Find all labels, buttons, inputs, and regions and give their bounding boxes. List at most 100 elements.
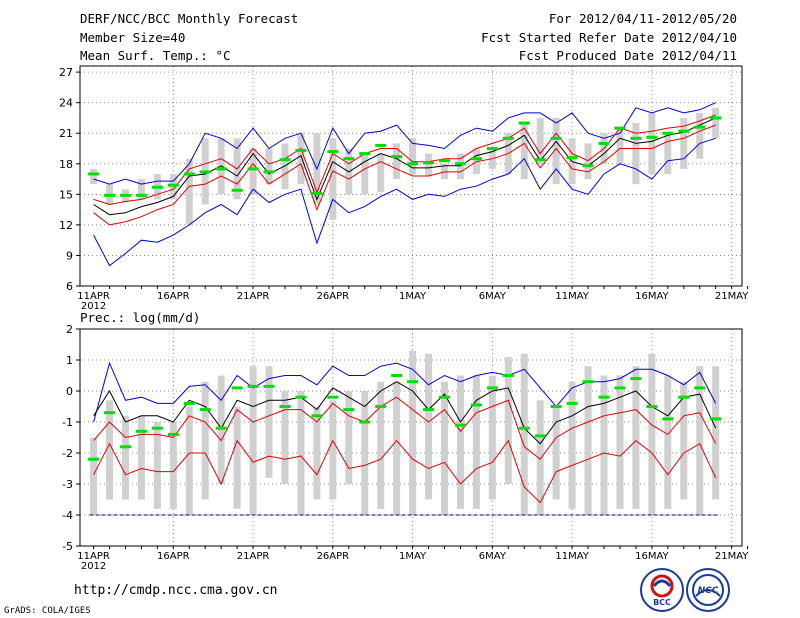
spread-bar <box>361 391 369 515</box>
x-tick-label: 21APR <box>237 291 270 302</box>
series-lower-line <box>93 439 717 504</box>
green-marker <box>502 374 514 377</box>
green-marker <box>151 185 163 189</box>
green-marker <box>215 426 227 430</box>
green-marker <box>359 420 371 424</box>
green-marker <box>167 432 179 436</box>
green-marker <box>502 136 514 140</box>
x-tick-label: 21APR <box>237 551 270 562</box>
spread-bar <box>329 138 337 220</box>
spread-bar <box>648 112 656 174</box>
green-marker <box>407 162 419 166</box>
spread-bar <box>137 415 145 500</box>
y-tick-label: 0 <box>66 385 73 398</box>
spread-bar <box>185 158 193 225</box>
grads-credit: GrADS: COLA/IGES <box>4 606 91 616</box>
green-marker <box>582 164 594 168</box>
spread-bar <box>632 123 640 185</box>
spread-bar <box>281 391 289 484</box>
green-marker <box>279 405 291 408</box>
spread-bar <box>680 117 688 169</box>
plot-frame <box>79 65 743 287</box>
spread-bar <box>664 133 672 174</box>
green-marker <box>646 135 658 139</box>
green-marker <box>119 193 131 197</box>
green-marker <box>343 408 355 412</box>
spread-bar <box>409 138 417 174</box>
x-tick-sublabel: 2012 <box>81 301 106 312</box>
spread-bar <box>249 148 257 195</box>
green-marker <box>375 405 387 408</box>
series-lower-line <box>93 124 716 226</box>
green-marker <box>88 172 100 176</box>
spread-bar <box>169 422 177 509</box>
green-marker <box>662 131 674 135</box>
spread-bar <box>648 353 656 515</box>
series-max-line <box>93 361 717 423</box>
spread-bar <box>90 168 98 185</box>
y-tick-label: 2 <box>66 323 73 336</box>
green-marker <box>199 408 211 412</box>
green-marker <box>550 136 562 140</box>
green-marker <box>263 170 275 174</box>
spread-bar <box>121 415 129 500</box>
spread-bar <box>616 375 624 509</box>
footer-url[interactable]: http://cmdp.ncc.cma.gov.cn <box>74 583 278 598</box>
green-marker <box>614 386 626 390</box>
spread-bar <box>217 375 225 484</box>
green-marker <box>375 143 387 147</box>
x-tick-label: 26APR <box>317 551 350 562</box>
x-tick-label: 26APR <box>317 291 350 302</box>
green-marker <box>279 158 291 162</box>
x-tick-label: 21MAY <box>715 551 749 562</box>
bcc-logo-text: BCC <box>653 598 671 607</box>
y-tick-label: 18 <box>59 158 73 171</box>
green-marker <box>646 405 658 408</box>
green-marker <box>566 156 578 160</box>
series-mean-line <box>93 381 717 445</box>
spread-bar <box>201 381 209 500</box>
green-marker <box>630 136 642 140</box>
green-marker <box>391 374 403 377</box>
green-marker <box>423 408 435 412</box>
x-tick-label: 16MAY <box>635 551 669 562</box>
green-marker <box>598 141 610 145</box>
green-marker <box>295 149 307 153</box>
green-marker <box>454 162 466 166</box>
green-marker <box>231 188 243 192</box>
green-marker <box>263 384 275 388</box>
x-tick-label: 11APR <box>77 551 110 562</box>
green-marker <box>486 147 498 150</box>
spread-bar <box>345 391 353 484</box>
series-mean-line <box>93 117 716 216</box>
spread-bar <box>600 375 608 515</box>
green-marker <box>215 167 227 171</box>
green-marker <box>582 380 594 384</box>
spread-bar <box>456 153 464 180</box>
spread-bar <box>712 366 720 500</box>
green-marker <box>470 403 482 407</box>
x-tick-label: 11MAY <box>555 291 589 302</box>
green-marker <box>327 395 339 399</box>
spread-bar <box>313 406 321 500</box>
spread-bar <box>361 153 369 195</box>
green-marker <box>710 417 722 421</box>
green-marker <box>167 183 179 187</box>
forecast-period: For 2012/04/11-2012/05/20 <box>548 11 737 26</box>
spread-bar <box>169 173 177 200</box>
green-marker <box>391 155 403 159</box>
chart-title: DERF/NCC/BCC Monthly Forecast <box>80 11 299 26</box>
spread-bar <box>584 366 592 515</box>
spread-bar <box>696 112 704 159</box>
green-marker <box>183 172 195 176</box>
green-marker <box>438 395 450 399</box>
y-tick-label: -4 <box>62 509 73 522</box>
spread-bar <box>329 400 337 500</box>
x-tick-label: 11MAY <box>555 551 589 562</box>
green-marker <box>311 191 323 195</box>
x-tick-sublabel: 2012 <box>81 561 106 572</box>
y-tick-label: -1 <box>62 416 73 429</box>
y-tick-label: 12 <box>59 219 73 232</box>
green-marker <box>104 411 116 415</box>
